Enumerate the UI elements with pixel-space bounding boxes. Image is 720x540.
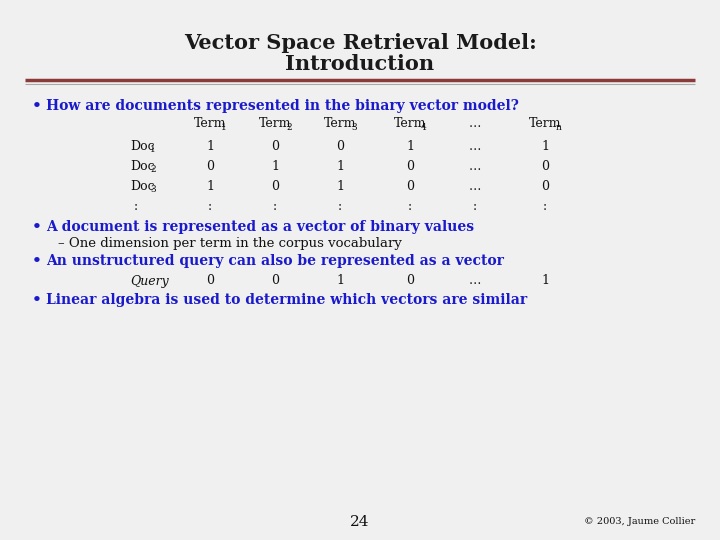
Text: Query: Query (130, 274, 168, 287)
Text: 1: 1 (336, 180, 344, 193)
Text: 0: 0 (406, 160, 414, 173)
Text: •: • (32, 293, 42, 307)
Text: :: : (208, 200, 212, 213)
Text: 2: 2 (286, 123, 292, 132)
Text: 3: 3 (351, 123, 357, 132)
Text: 0: 0 (406, 180, 414, 193)
Text: :: : (543, 200, 547, 213)
Text: 1: 1 (206, 140, 214, 153)
Text: …: … (469, 140, 481, 153)
Text: :: : (273, 200, 277, 213)
Text: :: : (473, 200, 477, 213)
Text: Doc: Doc (130, 140, 155, 153)
Text: 4: 4 (421, 123, 427, 132)
Text: 0: 0 (336, 140, 344, 153)
Text: © 2003, Jaume Collier: © 2003, Jaume Collier (584, 517, 695, 526)
Text: 1: 1 (150, 145, 156, 154)
Text: 3: 3 (150, 186, 156, 194)
Text: 0: 0 (271, 180, 279, 193)
Text: 0: 0 (541, 180, 549, 193)
Text: An unstructured query can also be represented as a vector: An unstructured query can also be repres… (46, 254, 504, 268)
Text: 1: 1 (271, 160, 279, 173)
Text: 2: 2 (150, 165, 156, 174)
Text: Linear algebra is used to determine which vectors are similar: Linear algebra is used to determine whic… (46, 293, 527, 307)
Text: •: • (32, 220, 42, 234)
Text: 1: 1 (406, 140, 414, 153)
Text: 0: 0 (406, 274, 414, 287)
Text: …: … (469, 117, 481, 130)
Text: 1: 1 (541, 140, 549, 153)
Text: 1: 1 (206, 180, 214, 193)
Text: •: • (32, 254, 42, 268)
Text: •: • (32, 99, 42, 113)
Text: How are documents represented in the binary vector model?: How are documents represented in the bin… (46, 99, 519, 113)
Text: :: : (338, 200, 342, 213)
Text: :: : (134, 200, 138, 213)
Text: :: : (408, 200, 412, 213)
Text: …: … (469, 160, 481, 173)
Text: Vector Space Retrieval Model:: Vector Space Retrieval Model: (184, 33, 536, 53)
Text: A document is represented as a vector of binary values: A document is represented as a vector of… (46, 220, 474, 234)
Text: Term: Term (528, 117, 562, 130)
Text: Term: Term (258, 117, 292, 130)
Text: 0: 0 (271, 140, 279, 153)
Text: …: … (469, 180, 481, 193)
Text: – One dimension per term in the corpus vocabulary: – One dimension per term in the corpus v… (58, 238, 402, 251)
Text: Term: Term (324, 117, 356, 130)
Text: Doc: Doc (130, 160, 155, 173)
Text: 0: 0 (206, 274, 214, 287)
Text: n: n (556, 123, 562, 132)
Text: 0: 0 (541, 160, 549, 173)
Text: Term: Term (394, 117, 426, 130)
Text: 1: 1 (336, 274, 344, 287)
Text: 1: 1 (336, 160, 344, 173)
Text: 1: 1 (541, 274, 549, 287)
Text: 1: 1 (221, 123, 227, 132)
Text: …: … (469, 274, 481, 287)
Text: Introduction: Introduction (285, 54, 435, 74)
Text: 0: 0 (271, 274, 279, 287)
Text: 0: 0 (206, 160, 214, 173)
Text: Doc: Doc (130, 180, 155, 193)
Text: 24: 24 (350, 515, 370, 529)
Text: Term: Term (194, 117, 226, 130)
